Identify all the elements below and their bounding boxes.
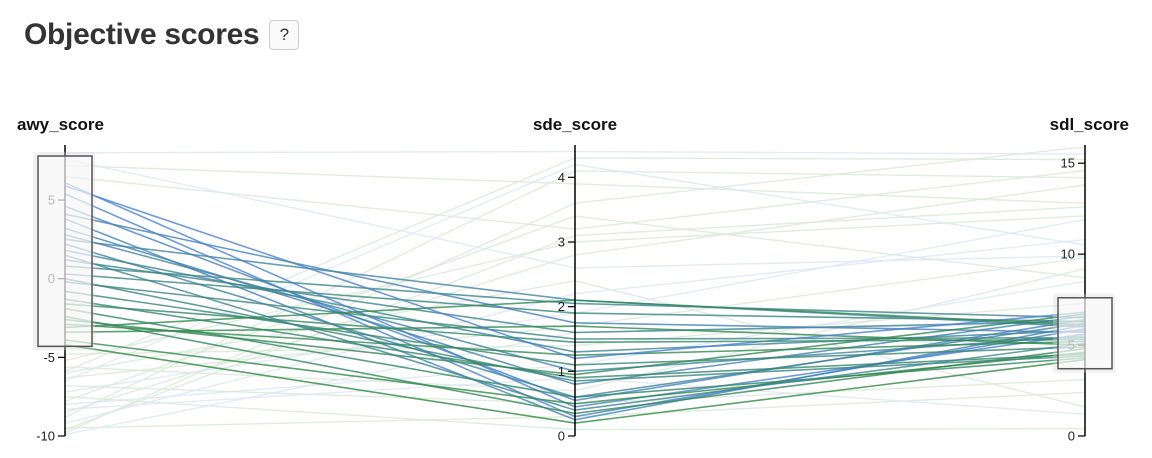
axes: -10-505awy_score01234sde_score051015sdl_… (17, 115, 1129, 444)
axis-title: sdl_score (1050, 115, 1129, 134)
axis-sdl_score[interactable]: 051015sdl_score (1050, 115, 1129, 444)
tick-label: 2 (558, 299, 565, 314)
axis-awy_score[interactable]: -10-505awy_score (17, 115, 104, 444)
tick-label: 0 (558, 429, 565, 444)
axis-sde_score[interactable]: 0 1 2 3 4 sde_score (533, 115, 617, 444)
tick-label: -10 (36, 429, 55, 444)
axis-brush[interactable] (37, 155, 93, 348)
axis-title: awy_score (17, 115, 104, 134)
page-title: Objective scores (24, 18, 260, 51)
tick-label: -5 (43, 350, 55, 365)
tick-label: 4 (558, 170, 565, 185)
tick-label: 15 (1061, 156, 1075, 171)
tick-label: 3 (558, 235, 565, 250)
axis-title: sde_score (533, 115, 617, 134)
help-button[interactable]: ? (269, 20, 300, 50)
axis-brush[interactable] (1057, 297, 1113, 370)
tick-label: 10 (1061, 247, 1075, 262)
tick-label: 1 (558, 364, 565, 379)
page-header: Objective scores ? (24, 18, 300, 52)
tick-label: 0 (1068, 429, 1075, 444)
